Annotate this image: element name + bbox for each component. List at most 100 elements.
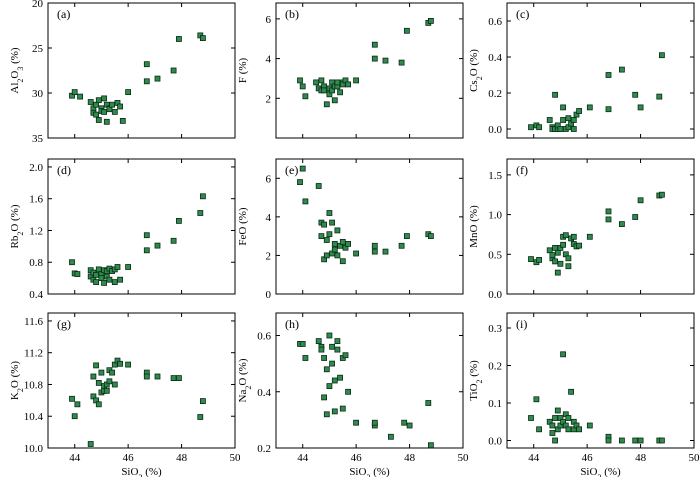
data-point [403, 233, 410, 240]
data-point [111, 109, 118, 115]
data-point [403, 27, 410, 34]
y-tick-label: 30 [32, 88, 44, 100]
data-point [175, 217, 182, 224]
data-point [331, 408, 338, 415]
plot-frame [275, 158, 464, 295]
panel-label: (b) [285, 7, 299, 21]
data-point [197, 414, 204, 420]
data-point [528, 124, 534, 131]
panel-label: (d) [57, 163, 71, 177]
data-point [297, 179, 303, 186]
data-point [103, 118, 110, 125]
x-tick-label: 50 [230, 452, 242, 464]
data-point [568, 388, 574, 395]
data-point [560, 351, 566, 358]
data-point [143, 78, 150, 85]
y-axis-label: K2O (%) [9, 361, 25, 400]
y-tick-label: 0.4 [29, 289, 43, 301]
x-tick-label: 44 [69, 452, 81, 464]
data-point [315, 338, 322, 345]
y-axis-label: Cs2O (%) [468, 49, 484, 92]
data-point [345, 81, 352, 88]
panel-c: 0.0 0.2 0.4 0.6 (c) Cs2O (%) [468, 2, 695, 139]
data-point [302, 93, 309, 100]
data-point [331, 97, 338, 104]
data-point [619, 221, 625, 228]
data-point [87, 99, 94, 105]
data-point [605, 208, 612, 215]
data-point [562, 232, 569, 239]
y-tick-label: 0.2 [488, 88, 502, 100]
data-point [334, 338, 341, 345]
data-point [382, 248, 389, 255]
data-point [143, 247, 150, 254]
data-point [427, 442, 434, 449]
data-point [605, 72, 612, 78]
data-point [106, 378, 113, 385]
data-point [546, 117, 553, 123]
data-point [586, 104, 593, 111]
x-tick-label: 46 [351, 452, 363, 464]
data-point [334, 79, 341, 86]
data-point [619, 66, 625, 73]
data-point [659, 191, 665, 198]
data-point [371, 41, 378, 48]
panel-label: (h) [285, 317, 299, 331]
data-point [111, 381, 118, 388]
data-point [326, 383, 333, 390]
data-point [321, 87, 328, 94]
data-point [143, 373, 150, 380]
y-tick-label: 1.0 [488, 210, 502, 222]
data-point [95, 401, 102, 408]
data-point [339, 258, 346, 265]
data-point [339, 238, 346, 245]
data-point [117, 276, 123, 283]
data-point [119, 118, 126, 124]
data-point [554, 249, 561, 256]
y-tick-label: 0.0 [488, 289, 502, 301]
data-point [199, 35, 206, 41]
data-point [299, 340, 306, 347]
data-point [170, 375, 177, 382]
data-point [549, 430, 556, 436]
data-point [337, 374, 344, 381]
data-point [371, 242, 378, 249]
data-point [299, 83, 306, 90]
data-point [605, 216, 612, 223]
data-point [560, 241, 566, 248]
y-axis-label: FeO (%) [237, 207, 249, 246]
panel-i: 44 46 48 50 0.0 0.1 0.2 0.3 (i) TiO2 (%) SiO2 (%) [468, 312, 700, 477]
y-tick-label: 6 [266, 173, 272, 185]
data-point [427, 17, 434, 24]
y-tick-label: 0.0 [488, 436, 502, 448]
plot-frame [506, 158, 695, 295]
data-point [552, 91, 558, 98]
data-point [552, 244, 558, 251]
plot-frame [47, 158, 236, 295]
data-point [382, 57, 389, 64]
data-point [326, 231, 333, 238]
y-tick-label: 0.1 [488, 398, 502, 410]
data-point [549, 252, 556, 259]
y-axis-label: F (%) [237, 57, 249, 83]
data-point [371, 248, 378, 255]
data-point [69, 259, 75, 266]
data-point [331, 240, 338, 247]
data-point [98, 275, 105, 282]
data-point [95, 379, 102, 386]
data-point [125, 361, 131, 368]
data-point [334, 252, 341, 259]
data-point [175, 375, 182, 382]
data-point [93, 271, 99, 278]
data-point [71, 413, 78, 420]
data-point [103, 387, 110, 394]
data-point [533, 396, 540, 403]
data-point [117, 103, 123, 110]
data-point [565, 115, 572, 122]
data-point [329, 219, 336, 226]
data-point [197, 210, 204, 216]
y-tick-label: 4 [266, 54, 272, 66]
y-tick-label: 6 [266, 14, 272, 26]
data-point [560, 104, 566, 111]
y-axis-label: Na2O (%) [237, 358, 253, 402]
